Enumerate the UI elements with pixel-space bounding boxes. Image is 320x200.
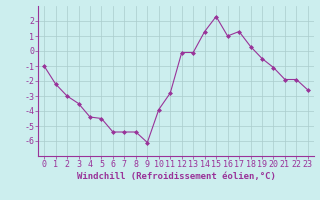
X-axis label: Windchill (Refroidissement éolien,°C): Windchill (Refroidissement éolien,°C) (76, 172, 276, 181)
